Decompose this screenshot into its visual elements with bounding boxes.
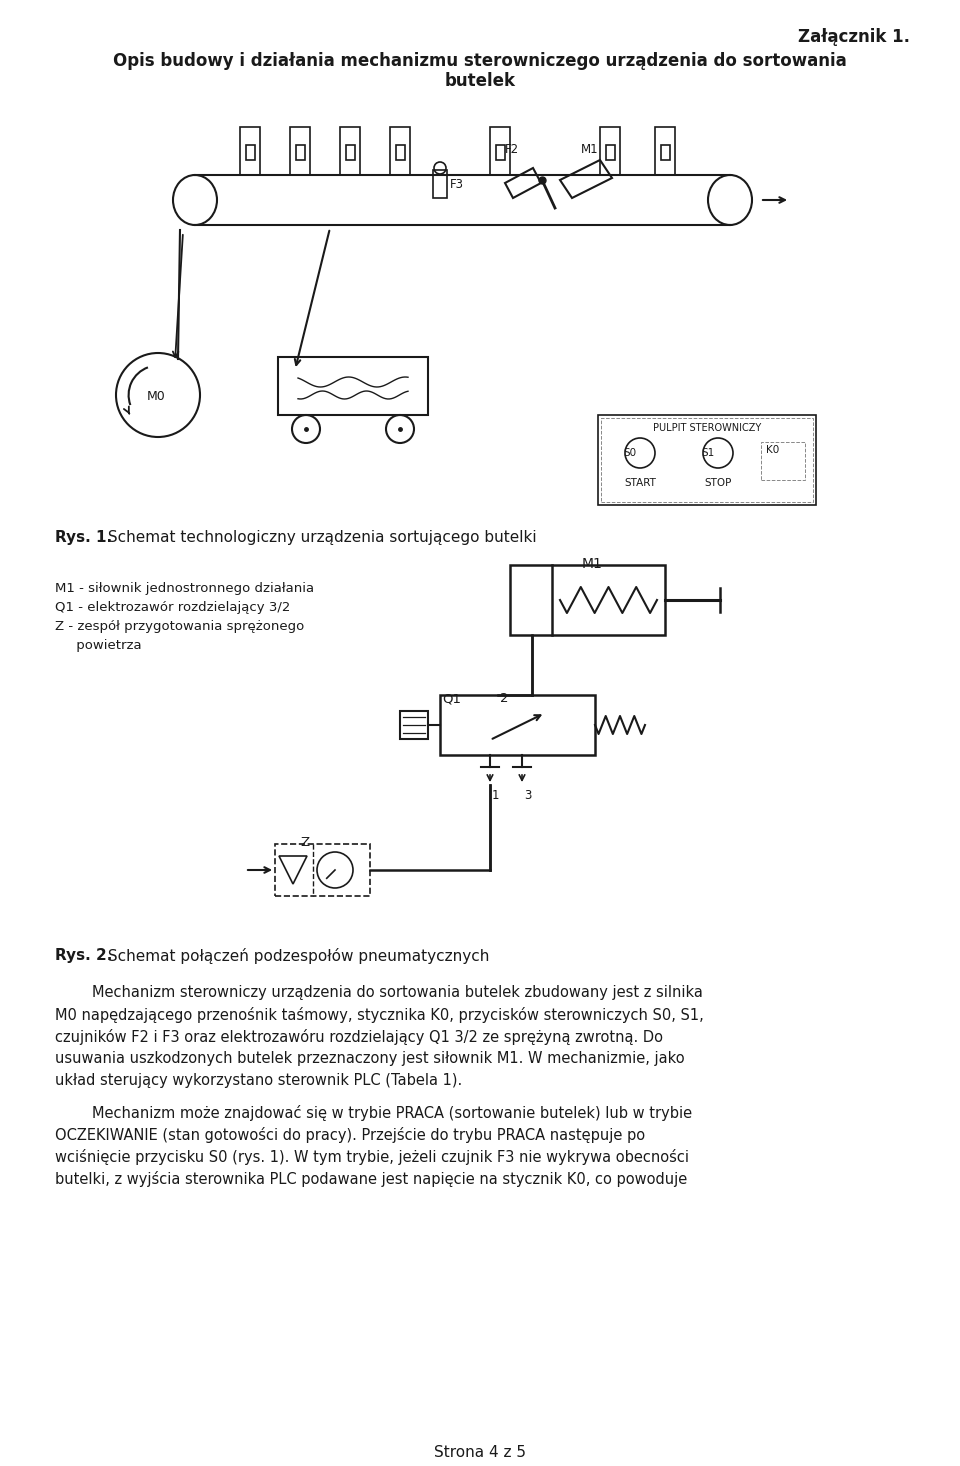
Text: Schemat technologiczny urządzenia sortującego butelki: Schemat technologiczny urządzenia sortuj…	[103, 531, 537, 545]
Bar	[600, 128, 620, 174]
Text: wciśnięcie przycisku S0 (rys. 1). W tym trybie, jeżeli czujnik F3 nie wykrywa ob: wciśnięcie przycisku S0 (rys. 1). W tym …	[55, 1149, 689, 1165]
Bar	[660, 145, 669, 160]
Text: S1: S1	[702, 449, 715, 457]
Bar	[598, 415, 816, 504]
Text: Opis budowy i działania mechanizmu sterowniczego urządzenia do sortowania: Opis budowy i działania mechanizmu stero…	[113, 51, 847, 70]
Text: STOP: STOP	[705, 478, 732, 488]
Bar	[346, 145, 354, 160]
Bar	[396, 145, 404, 160]
Text: butelki, z wyjścia sterownika PLC podawane jest napięcie na stycznik K0, co powo: butelki, z wyjścia sterownika PLC podawa…	[55, 1171, 687, 1187]
Text: Q1: Q1	[442, 692, 461, 705]
Text: S0: S0	[624, 449, 637, 457]
Bar	[290, 128, 310, 174]
Text: F2: F2	[505, 144, 519, 155]
Bar	[510, 564, 665, 635]
Bar	[340, 128, 360, 174]
Bar	[296, 145, 304, 160]
Text: OCZEKIWANIE (stan gotowości do pracy). Przejście do trybu PRACA następuje po: OCZEKIWANIE (stan gotowości do pracy). P…	[55, 1127, 645, 1143]
Text: czujników F2 i F3 oraz elektrozawóru rozdzielający Q1 3/2 ze sprężyną zwrotną. D: czujników F2 i F3 oraz elektrozawóru roz…	[55, 1029, 663, 1045]
Bar	[606, 145, 614, 160]
Text: Rys. 1.: Rys. 1.	[55, 531, 112, 545]
Text: START: START	[624, 478, 656, 488]
Text: F3: F3	[450, 179, 464, 192]
Text: K0: K0	[766, 446, 780, 454]
Text: usuwania uszkodzonych butelek przeznaczony jest siłownik M1. W mechanizmie, jako: usuwania uszkodzonych butelek przeznaczo…	[55, 1051, 684, 1066]
Text: 2: 2	[500, 692, 509, 705]
Text: M1: M1	[582, 557, 603, 570]
Bar	[495, 145, 505, 160]
Text: Schemat połączeń podzespołów pneumatycznych: Schemat połączeń podzespołów pneumatyczn…	[103, 949, 490, 965]
Text: powietrza: powietrza	[55, 639, 142, 652]
Text: Mechanizm może znajdować się w trybie PRACA (sortowanie butelek) lub w trybie: Mechanizm może znajdować się w trybie PR…	[55, 1105, 692, 1121]
Text: butelek: butelek	[444, 72, 516, 89]
Bar	[761, 443, 805, 479]
Bar	[246, 145, 254, 160]
Text: M1: M1	[581, 144, 599, 155]
Bar	[275, 844, 370, 896]
Bar	[440, 695, 595, 755]
Text: Strona 4 z 5: Strona 4 z 5	[434, 1445, 526, 1460]
Text: Załącznik 1.: Załącznik 1.	[798, 28, 910, 45]
Text: 1: 1	[492, 789, 499, 802]
Bar	[390, 128, 410, 174]
Text: M0: M0	[147, 390, 165, 403]
Text: PULPIT STEROWNICZY: PULPIT STEROWNICZY	[653, 424, 761, 432]
Text: układ sterujący wykorzystano sterownik PLC (Tabela 1).: układ sterujący wykorzystano sterownik P…	[55, 1073, 463, 1088]
Bar	[490, 128, 510, 174]
Text: Z - zespół przygotowania sprężonego: Z - zespół przygotowania sprężonego	[55, 620, 304, 633]
Text: Z: Z	[300, 836, 309, 849]
Bar	[400, 711, 428, 739]
Bar	[433, 170, 447, 198]
Bar	[601, 418, 813, 501]
Text: 3: 3	[524, 789, 532, 802]
Bar	[278, 358, 428, 415]
Text: M0 napędzającego przenośnik taśmowy, stycznika K0, przycisków sterowniczych S0, : M0 napędzającego przenośnik taśmowy, sty…	[55, 1007, 704, 1023]
Text: Q1 - elektrozawór rozdzielający 3/2: Q1 - elektrozawór rozdzielający 3/2	[55, 601, 290, 614]
Bar	[240, 128, 260, 174]
Bar	[655, 128, 675, 174]
Text: M1 - siłownik jednostronnego działania: M1 - siłownik jednostronnego działania	[55, 582, 314, 595]
Text: Mechanizm sterowniczy urządzenia do sortowania butelek zbudowany jest z silnika: Mechanizm sterowniczy urządzenia do sort…	[55, 985, 703, 1000]
Text: Rys. 2.: Rys. 2.	[55, 949, 112, 963]
